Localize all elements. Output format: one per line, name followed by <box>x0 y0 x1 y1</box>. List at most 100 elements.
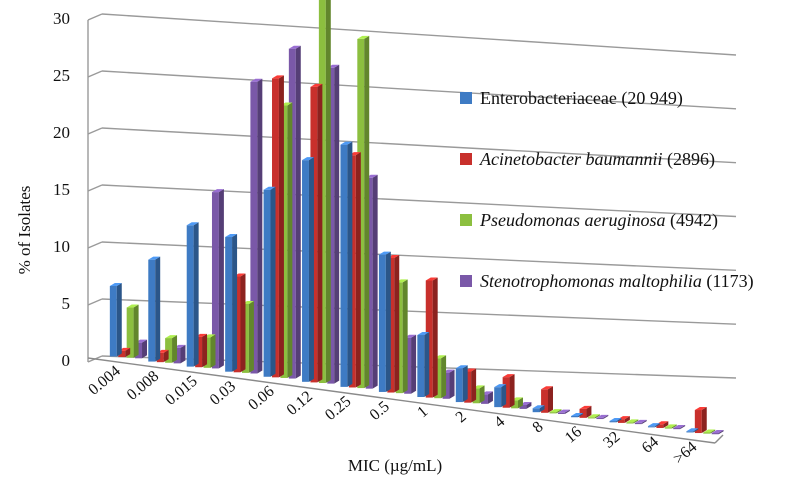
grid-line-depth <box>87 13 103 21</box>
legend-entry: Acinetobacter baumannii (2896) <box>460 149 715 170</box>
bar-side <box>441 355 447 399</box>
bar <box>186 222 199 367</box>
bar-side <box>603 414 609 420</box>
bar-side <box>133 304 139 358</box>
bar-side <box>671 424 677 429</box>
bar <box>673 424 686 430</box>
bar-side <box>586 405 592 418</box>
bar-side <box>232 234 238 372</box>
bar-side <box>202 333 208 368</box>
y-tick-label: 15 <box>53 180 70 199</box>
bar-side <box>347 141 353 387</box>
bar <box>250 78 263 374</box>
bar-top <box>302 157 314 161</box>
legend-label: Enterobacteriaceae (20 949) <box>480 88 683 109</box>
legend-label: Pseudomonas aeruginosa (4942) <box>479 210 718 231</box>
x-tick-label: 16 <box>562 423 585 446</box>
bar-side <box>270 186 276 377</box>
bar-front <box>587 417 595 419</box>
grid-line-depth <box>87 241 103 249</box>
bar-top <box>417 332 430 336</box>
x-tick-label: 0.5 <box>367 398 393 424</box>
bar-top <box>211 189 224 193</box>
legend-entry: Pseudomonas aeruginosa (4942) <box>460 210 718 231</box>
bar-top <box>494 384 507 388</box>
bar-front <box>378 254 386 392</box>
x-tick-label: 0.25 <box>322 393 354 424</box>
bar-side <box>693 428 699 433</box>
x-tick-label: >64 <box>670 439 700 468</box>
bar-top <box>148 256 161 260</box>
bar-top <box>455 365 468 369</box>
grid-line-depth <box>87 127 103 135</box>
bar-side <box>633 419 639 424</box>
bar-top <box>609 418 622 422</box>
bar <box>109 282 122 357</box>
bar-top <box>532 405 545 409</box>
bar <box>703 429 716 434</box>
bar-top <box>263 186 276 190</box>
bar-side <box>432 277 438 398</box>
bar-front <box>148 259 156 362</box>
grid-line <box>101 13 737 56</box>
grid <box>87 13 737 379</box>
bar-side <box>325 0 331 384</box>
x-tick-label: 32 <box>600 428 623 451</box>
bar <box>664 424 677 429</box>
bar-front <box>703 432 711 434</box>
grid-line-depth <box>87 298 103 306</box>
bar <box>263 186 276 377</box>
bar <box>340 141 353 387</box>
bars <box>109 0 724 435</box>
bar-top <box>596 414 609 418</box>
floor <box>87 357 724 444</box>
bar-side <box>547 386 553 413</box>
bar-side <box>172 335 178 363</box>
bar-front <box>694 410 702 434</box>
x-tick-label: 0.004 <box>85 363 124 399</box>
bar <box>694 407 707 434</box>
legend-swatch <box>460 153 472 165</box>
bar <box>302 157 314 382</box>
bar-side <box>402 279 408 394</box>
bar-front <box>519 404 527 409</box>
bar-top <box>571 412 584 416</box>
bar-side <box>509 374 515 408</box>
y-tick-label: 30 <box>53 9 70 28</box>
bar <box>587 414 600 419</box>
bar-front <box>126 307 134 358</box>
y-tick-label: 10 <box>53 237 70 256</box>
bar-side <box>564 409 570 414</box>
bar-front <box>549 412 557 414</box>
bar-front <box>647 426 655 428</box>
grid-line-depth <box>87 70 103 78</box>
bar-side <box>624 416 630 423</box>
bar-side <box>155 256 161 362</box>
bar-side <box>501 384 507 408</box>
bar-side <box>701 407 707 434</box>
bar <box>211 189 224 369</box>
bar-front <box>664 427 672 429</box>
bar-top <box>272 75 284 79</box>
bar-top <box>425 277 438 281</box>
legend-swatch <box>460 92 472 104</box>
bar-side <box>364 35 370 389</box>
bar-side <box>278 75 284 378</box>
bar-front <box>571 415 579 418</box>
bar-top <box>126 304 139 308</box>
bar-top <box>587 414 600 418</box>
bar <box>148 256 161 362</box>
bar-front <box>686 431 694 433</box>
y-tick-label: 25 <box>53 66 70 85</box>
bar-side <box>424 332 430 398</box>
grid-line <box>101 127 737 164</box>
legend-swatch <box>460 275 472 287</box>
bar-top <box>288 45 301 49</box>
bar-side <box>372 174 378 389</box>
y-tick-label: 20 <box>53 123 70 142</box>
bar-side <box>257 78 263 374</box>
bar-side <box>539 405 545 413</box>
bar <box>417 332 430 398</box>
legend-entry: Enterobacteriaceae (20 949) <box>460 88 683 109</box>
bar-side <box>449 369 455 399</box>
